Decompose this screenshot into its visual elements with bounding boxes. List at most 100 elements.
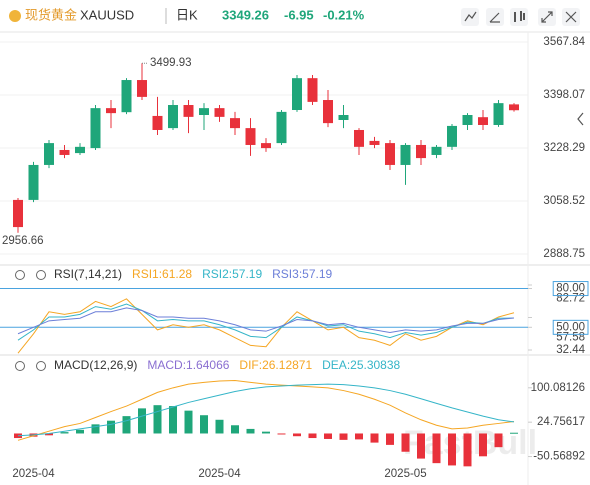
candle-body [431, 146, 442, 155]
candle-body [493, 103, 504, 125]
rsi-line [17, 298, 515, 354]
x-tick-label: 2025-04 [12, 468, 55, 480]
macd-bar [277, 433, 286, 435]
candle-body [90, 108, 101, 149]
macd-bar [122, 416, 131, 434]
candle-body [44, 143, 54, 165]
macd-bar [479, 433, 487, 457]
candle-body [323, 100, 333, 124]
legend-entry: DEA:25.30838 [322, 358, 400, 372]
candle-body [75, 146, 85, 154]
type-button[interactable] [510, 8, 528, 26]
period[interactable]: 日K [176, 7, 198, 22]
change: -6.95 [284, 7, 314, 22]
candle-body [292, 78, 302, 111]
macd-bar [510, 432, 518, 434]
candle-body [230, 118, 240, 129]
candle-body [214, 108, 225, 117]
y-tick-label: 32.44 [556, 344, 585, 356]
x-tick-label: 2025-04 [198, 468, 241, 480]
candle-body [462, 115, 473, 125]
indicator-button[interactable] [461, 8, 479, 26]
visibility-icon [36, 361, 46, 371]
indicator-title: MACD(12,26,9) [54, 358, 137, 372]
macd-bar [200, 415, 208, 434]
price: 3349.26 [222, 7, 269, 22]
macd-bar [448, 433, 456, 466]
collapse-arrow[interactable] [577, 112, 584, 126]
macd-bar [308, 433, 317, 439]
expand-button[interactable] [538, 8, 556, 26]
macd-bar [169, 406, 177, 434]
candle-body [385, 143, 395, 165]
y-tick-label: 24.75617 [537, 416, 585, 428]
tick-label-box [552, 319, 589, 335]
settings-icon [15, 361, 25, 371]
candle-body [261, 143, 271, 149]
y-tick-label: 80.00 [556, 283, 585, 295]
macd-bar [60, 432, 69, 434]
instrument-name: 现货黄金 [25, 7, 77, 22]
y-tick-label: 3398.07 [543, 89, 585, 101]
y-tick-label: 2888.75 [543, 248, 585, 260]
candle-body [59, 149, 70, 155]
candle-body [338, 115, 349, 120]
candle-body [168, 105, 178, 129]
y-tick-label: 50.00 [556, 321, 585, 333]
rsi-line [17, 307, 515, 335]
candle-body [199, 108, 209, 116]
macd-bar [355, 433, 363, 440]
low-label: 2956.66 [2, 235, 44, 247]
draw-button[interactable] [486, 8, 504, 26]
candle-body [416, 144, 426, 159]
macd-bar [215, 419, 224, 434]
visibility-icon [36, 270, 46, 280]
macd-bar [138, 408, 146, 434]
macd-bar [401, 433, 410, 452]
legend-entry: RSI2:57.19 [202, 267, 262, 281]
candle-body [28, 164, 39, 200]
macd-bar [231, 425, 239, 434]
candle-body [13, 199, 23, 228]
candle-body [152, 115, 163, 130]
macd-bar [45, 433, 53, 436]
macd-bar [339, 433, 348, 440]
close-button[interactable] [562, 8, 580, 26]
candle-body [509, 104, 519, 111]
macd-bar [463, 433, 472, 467]
macd-bar [153, 405, 162, 434]
candle-body [369, 140, 380, 145]
y-tick-label: 100.08126 [531, 382, 585, 394]
high-label: 3499.93 [150, 57, 192, 69]
settings-icon [15, 270, 25, 280]
y-tick-label: -50.56892 [533, 451, 585, 463]
candle-body [183, 105, 194, 117]
macd-bar [494, 433, 503, 448]
indicator-title: RSI(7,14,21) [54, 267, 122, 281]
macd-bar [246, 428, 255, 434]
macd-bar [386, 433, 394, 445]
candle-body [400, 144, 411, 165]
y-tick-label: 3567.84 [543, 36, 585, 48]
macd-bar [107, 420, 115, 434]
macd-bar [76, 429, 84, 434]
candle-body [137, 80, 147, 97]
candle-body [276, 111, 287, 144]
macd-bar [432, 433, 441, 464]
symbol: XAUUSD [80, 7, 134, 22]
tick-label-box [552, 281, 589, 297]
macd-bar [324, 433, 332, 439]
candle-body [245, 128, 256, 145]
legend-entry: MACD:1.64066 [147, 358, 229, 372]
macd-bar [91, 424, 100, 434]
macd-line [17, 383, 515, 437]
candle-body [121, 80, 132, 113]
macd-bar [262, 431, 270, 434]
legend-entry: DIF:26.12871 [239, 358, 312, 372]
macd-bar [184, 410, 193, 434]
macd-line [17, 380, 515, 441]
legend-entry: RSI1:61.28 [132, 267, 192, 281]
y-tick-label: 3058.52 [543, 195, 585, 207]
macd-bar [417, 433, 425, 459]
